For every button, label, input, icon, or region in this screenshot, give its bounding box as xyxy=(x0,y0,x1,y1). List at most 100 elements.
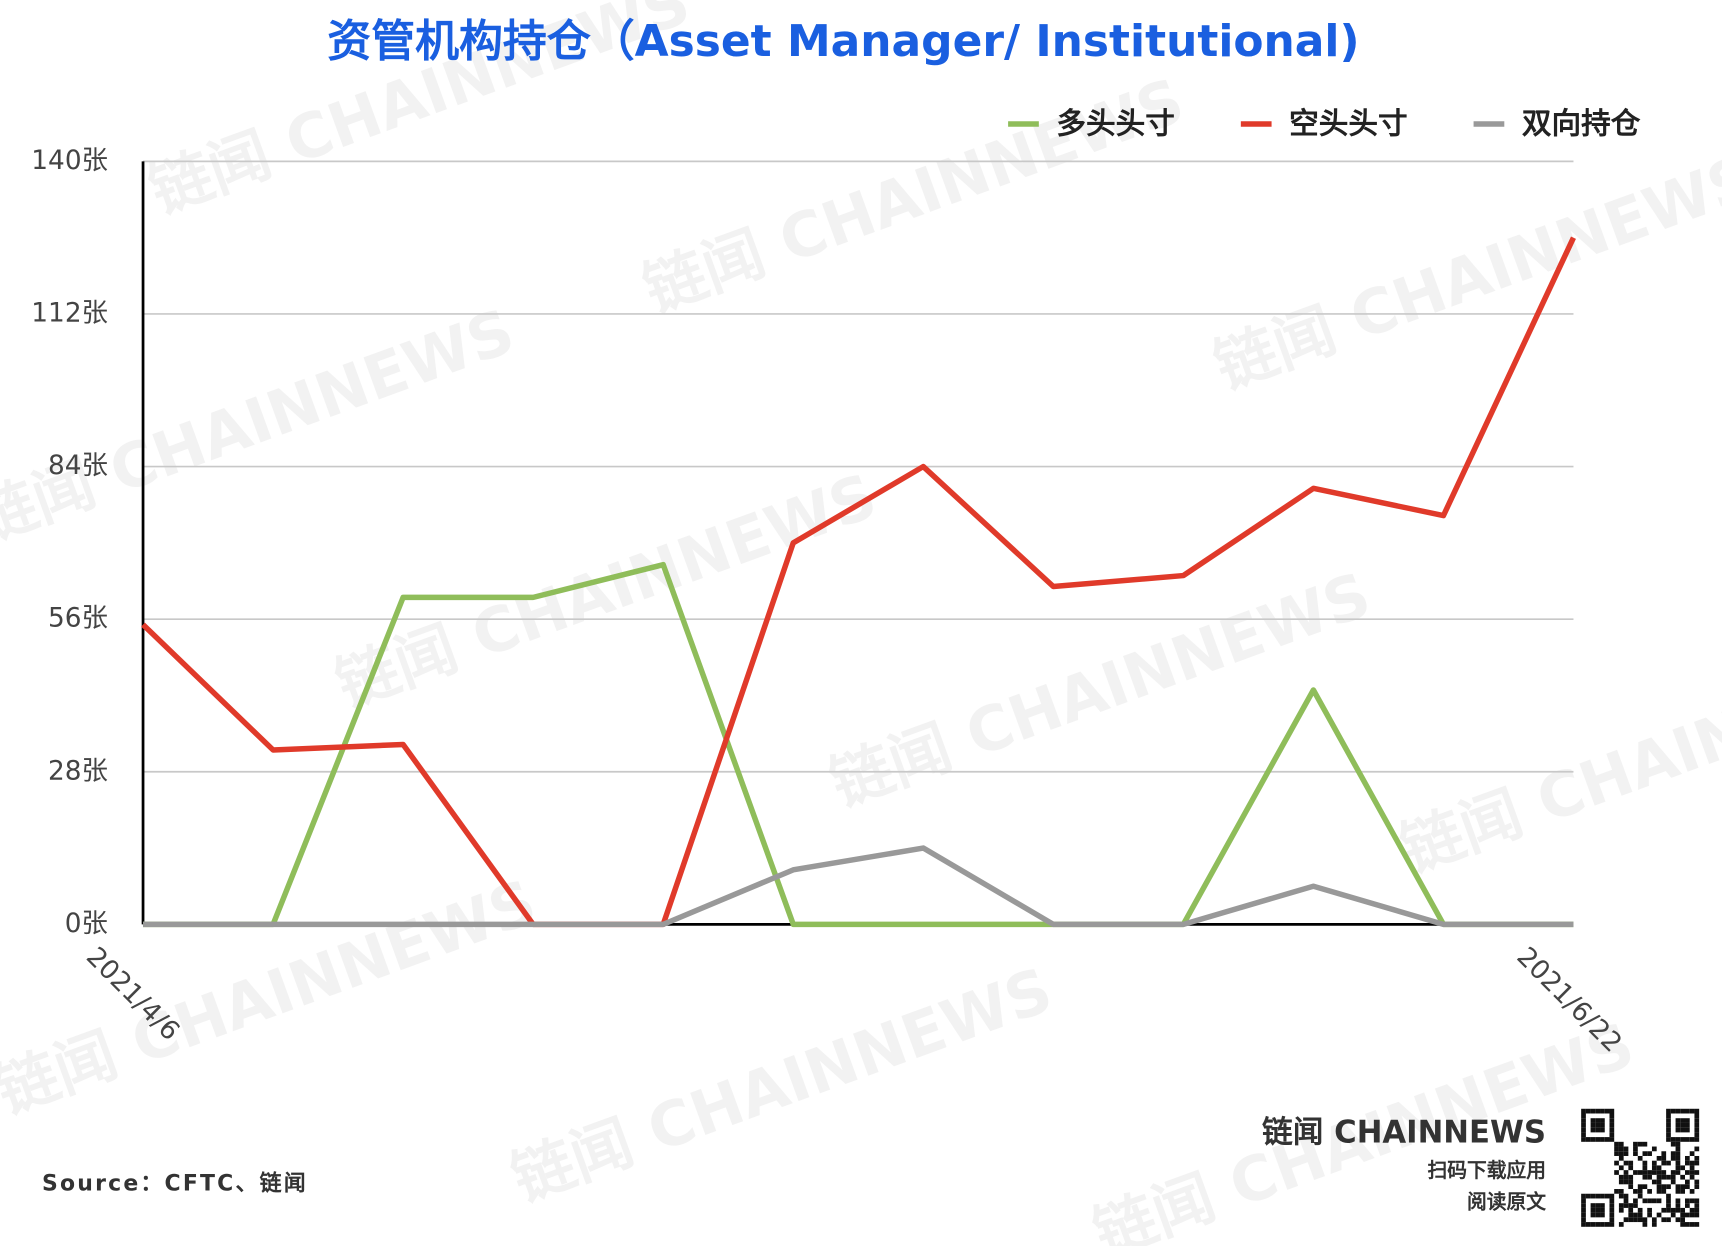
qr-cell xyxy=(1595,1137,1601,1142)
qr-cell xyxy=(1600,1203,1605,1208)
qr-cell xyxy=(1685,1137,1690,1142)
qr-cell xyxy=(1680,1118,1686,1123)
qr-cell xyxy=(1590,1207,1596,1213)
qr-cell xyxy=(1651,1222,1657,1227)
qr-cell xyxy=(1670,1207,1676,1213)
qr-cell xyxy=(1675,1155,1681,1161)
qr-cell xyxy=(1670,1137,1676,1142)
qr-cell xyxy=(1694,1127,1700,1133)
qr-cell xyxy=(1600,1193,1605,1199)
qr-cell xyxy=(1670,1151,1676,1156)
qr-cell xyxy=(1666,1184,1671,1190)
qr-cell xyxy=(1581,1118,1586,1123)
series-line xyxy=(141,236,1576,928)
qr-cell xyxy=(1604,1137,1610,1142)
qr-cell xyxy=(1651,1170,1657,1175)
qr-cell xyxy=(1666,1193,1671,1199)
qr-cell xyxy=(1581,1193,1586,1199)
qr-cell xyxy=(1656,1155,1662,1161)
qr-cell xyxy=(1642,1160,1648,1166)
y-tick-label: 28张 xyxy=(48,756,108,786)
qr-cell xyxy=(1604,1108,1610,1114)
qr-cell xyxy=(1609,1198,1615,1204)
qr-cell xyxy=(1623,1160,1629,1166)
qr-cell xyxy=(1590,1203,1596,1208)
watermark: 链闻 CHAINNEWS xyxy=(635,65,1193,326)
qr-cell xyxy=(1637,1184,1643,1190)
qr-cell xyxy=(1618,1155,1624,1161)
qr-cell xyxy=(1618,1146,1624,1152)
qr-caption: 扫码下载应用 xyxy=(1428,1159,1547,1182)
qr-cell xyxy=(1618,1207,1624,1213)
qr-cell xyxy=(1670,1179,1676,1185)
qr-cell xyxy=(1661,1160,1667,1166)
qr-cell xyxy=(1694,1155,1700,1161)
qr-cell xyxy=(1666,1132,1671,1138)
qr-cell xyxy=(1685,1179,1690,1185)
qr-cell xyxy=(1628,1207,1634,1213)
qr-cell xyxy=(1685,1170,1690,1175)
qr-cell xyxy=(1680,1174,1686,1180)
qr-cell xyxy=(1685,1118,1690,1123)
qr-cell xyxy=(1628,1184,1634,1190)
qr-cell xyxy=(1685,1155,1690,1161)
qr-cell xyxy=(1675,1151,1681,1156)
qr-cell xyxy=(1685,1127,1690,1133)
qr-cell xyxy=(1609,1132,1615,1138)
qr-cell xyxy=(1656,1165,1662,1171)
qr-cell xyxy=(1675,1217,1681,1223)
qr-cell xyxy=(1675,1122,1681,1128)
qr-cell xyxy=(1614,1170,1619,1175)
qr-cell xyxy=(1675,1160,1681,1166)
qr-cell xyxy=(1600,1122,1605,1128)
qr-cell xyxy=(1666,1122,1671,1128)
qr-cell xyxy=(1666,1203,1671,1208)
qr-cell xyxy=(1661,1217,1667,1223)
qr-cell xyxy=(1666,1207,1671,1213)
qr-cell xyxy=(1694,1113,1700,1119)
qr-cell xyxy=(1694,1184,1700,1190)
qr-cell xyxy=(1637,1193,1643,1199)
qr-cell xyxy=(1689,1212,1695,1218)
qr-cell xyxy=(1651,1160,1657,1166)
qr-cell xyxy=(1694,1203,1700,1208)
qr-cell xyxy=(1590,1137,1596,1142)
qr-cell xyxy=(1609,1207,1615,1213)
qr-cell xyxy=(1675,1146,1681,1152)
qr-cell xyxy=(1656,1174,1662,1180)
qr-cell xyxy=(1628,1160,1634,1166)
qr-cell xyxy=(1618,1174,1624,1180)
qr-cell xyxy=(1680,1222,1686,1227)
qr-cell xyxy=(1637,1170,1643,1175)
qr-cell xyxy=(1689,1174,1695,1180)
qr-cell xyxy=(1642,1170,1648,1175)
qr-cell xyxy=(1595,1207,1601,1213)
qr-cell xyxy=(1685,1203,1690,1208)
qr-cell xyxy=(1581,1212,1586,1218)
qr-cell xyxy=(1680,1108,1686,1114)
qr-cell xyxy=(1623,1174,1629,1180)
qr-cell xyxy=(1661,1155,1667,1161)
qr-cell xyxy=(1637,1207,1643,1213)
qr-cell xyxy=(1581,1132,1586,1138)
qr-cell xyxy=(1647,1198,1652,1204)
chart-title: 资管机构持仓（Asset Manager/ Institutional) xyxy=(327,16,1359,67)
qr-cell xyxy=(1633,1212,1638,1218)
qr-cell xyxy=(1590,1212,1596,1218)
qr-cell xyxy=(1609,1118,1615,1123)
qr-cell xyxy=(1614,1141,1619,1147)
qr-cell xyxy=(1675,1165,1681,1171)
qr-cell xyxy=(1637,1212,1643,1218)
qr-cell xyxy=(1595,1122,1601,1128)
qr-cell xyxy=(1595,1222,1601,1227)
qr-cell xyxy=(1689,1151,1695,1156)
qr-cell xyxy=(1675,1137,1681,1142)
qr-cell xyxy=(1689,1222,1695,1227)
qr-cell xyxy=(1647,1174,1652,1180)
qr-cell xyxy=(1651,1146,1657,1152)
qr-cell xyxy=(1670,1212,1676,1218)
qr-cell xyxy=(1680,1127,1686,1133)
qr-cell xyxy=(1618,1222,1624,1227)
qr-cell xyxy=(1609,1127,1615,1133)
y-tick-label: 56张 xyxy=(48,604,108,634)
